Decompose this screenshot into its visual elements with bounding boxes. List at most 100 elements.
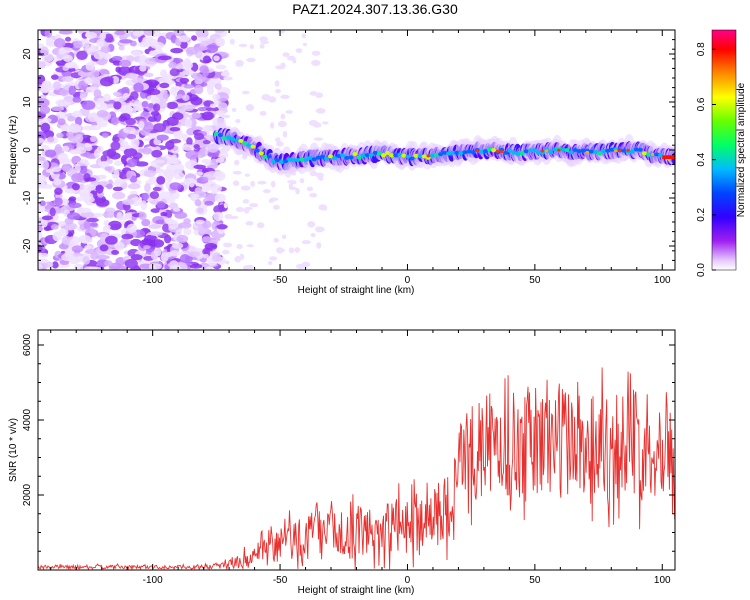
spectrogram-cell	[243, 265, 248, 270]
spectrogram-cell	[658, 153, 664, 158]
spectrogram-cell	[560, 147, 566, 152]
spectrogram-cell	[176, 234, 189, 243]
spectrogram-cell	[176, 63, 183, 70]
spectrogram-cell	[58, 30, 73, 35]
spectrogram-cell	[89, 228, 97, 237]
spectrogram-cell	[629, 149, 635, 154]
spectrogram-cell	[157, 101, 168, 109]
spectrogram-cell	[104, 260, 113, 267]
spectrogram-cell	[238, 43, 248, 48]
spectrogram-cell	[204, 200, 214, 206]
spectrogram-cell	[104, 166, 112, 172]
spectrogram-cell	[213, 171, 226, 181]
spectrogram-cell	[202, 140, 211, 145]
spectrogram-cell	[206, 85, 215, 96]
spectrogram-cell	[507, 148, 513, 153]
spectrogram-cell	[168, 157, 181, 165]
spectrogram-cell	[274, 80, 280, 87]
spectrogram-cell	[114, 30, 126, 36]
spectrogram-cell	[79, 165, 88, 174]
spectrogram-cell	[235, 63, 244, 67]
spectrogram-cell	[262, 154, 268, 159]
spectrogram-cell	[568, 150, 574, 155]
spectrogram-cell	[336, 153, 342, 158]
colorbar-tick-label: 0.0	[696, 263, 707, 277]
spectrogram-cell	[202, 67, 210, 77]
spectrogram-cell	[127, 158, 138, 168]
spectrogram-cell	[158, 77, 170, 83]
spectrogram-cell	[246, 244, 254, 248]
spectrogram-cell	[182, 94, 190, 102]
spectrogram-cell	[280, 113, 286, 120]
spectrogram-cell	[49, 207, 56, 217]
spectrogram-cell	[552, 147, 558, 152]
spectrogram-cell	[266, 154, 272, 159]
spectrogram-cell	[277, 120, 287, 128]
spectrogram-cell	[294, 247, 301, 253]
spectrogram-cell	[360, 153, 366, 158]
spectrogram-cell	[56, 221, 67, 227]
spectrogram-cell	[58, 89, 69, 96]
spectrogram-cell	[168, 219, 179, 230]
spectrogram-cell	[97, 120, 108, 128]
spectrogram-cell	[95, 184, 104, 194]
spectrogram-cell	[102, 93, 111, 102]
spectrogram-cell	[310, 233, 316, 238]
snr-xlabel: Height of straight line (km)	[298, 585, 415, 596]
spectrogram-cell	[277, 30, 286, 34]
spectrogram-cell	[60, 123, 68, 132]
spectrogram-cell	[212, 93, 221, 101]
colorbar-tick-label: 0.6	[696, 97, 707, 111]
spectrogram-cell	[646, 152, 652, 157]
spectrogram-cell	[250, 180, 255, 187]
spectrogram-cell	[179, 40, 188, 49]
spectrogram-cell	[85, 31, 98, 39]
spectrogram-cell	[222, 136, 228, 141]
spectrogram-cell	[116, 211, 123, 222]
spectrogram-cell	[73, 40, 84, 49]
x-tick-label: -100	[143, 575, 163, 586]
spectrogram-cell	[119, 39, 133, 44]
spectrogram-cell	[417, 154, 423, 159]
spectrogram-cell	[184, 118, 193, 128]
spectrogram-cell	[44, 149, 57, 158]
spectrogram-cell	[188, 177, 195, 188]
colorbar-label: Normalized spectral amplitude	[736, 82, 747, 217]
spectrogram-cell	[535, 150, 541, 155]
spectrogram-cell	[268, 261, 273, 266]
spectrogram-cell	[286, 55, 296, 61]
spectrogram-cell	[475, 149, 480, 153]
spectrogram-cell	[215, 157, 225, 163]
spectrogram-cell	[170, 47, 184, 54]
spectrogram-cell	[259, 110, 267, 116]
spectrogram-cell	[85, 177, 97, 182]
spectrogram-cell	[605, 148, 611, 153]
spectrogram-cell	[275, 88, 281, 94]
colorbar-gradient	[711, 29, 737, 271]
spectrogram-cell	[39, 105, 51, 115]
spectrogram-cell	[662, 155, 675, 160]
spectrogram-cell	[40, 46, 49, 56]
spectrogram-cell	[127, 133, 137, 140]
spectrogram-cell	[220, 114, 231, 119]
y-tick-label: 2000	[22, 483, 33, 506]
spectrogram-cell	[195, 46, 208, 51]
spectrogram-cell	[446, 151, 452, 156]
spectrogram-cell	[601, 148, 607, 153]
spectrogram-cell	[125, 117, 136, 126]
spectrogram-cell	[205, 266, 213, 270]
spectrogram-cell	[152, 123, 167, 133]
spectrogram-cell	[127, 183, 141, 190]
spectrogram-cell	[112, 136, 120, 143]
spectrogram-cell	[288, 182, 294, 189]
spectrogram-cell	[311, 50, 321, 56]
x-tick-label: 0	[405, 575, 411, 586]
spectrogram-cell	[38, 204, 46, 213]
spectrogram-cell	[62, 165, 71, 171]
spectrogram-cell	[121, 233, 134, 240]
spectrogram-cell	[61, 235, 71, 245]
spectrogram-cell	[218, 151, 229, 159]
spectrogram-cell	[241, 90, 250, 95]
spectrogram-cell	[515, 151, 521, 156]
spectrogram-cell	[67, 236, 81, 245]
